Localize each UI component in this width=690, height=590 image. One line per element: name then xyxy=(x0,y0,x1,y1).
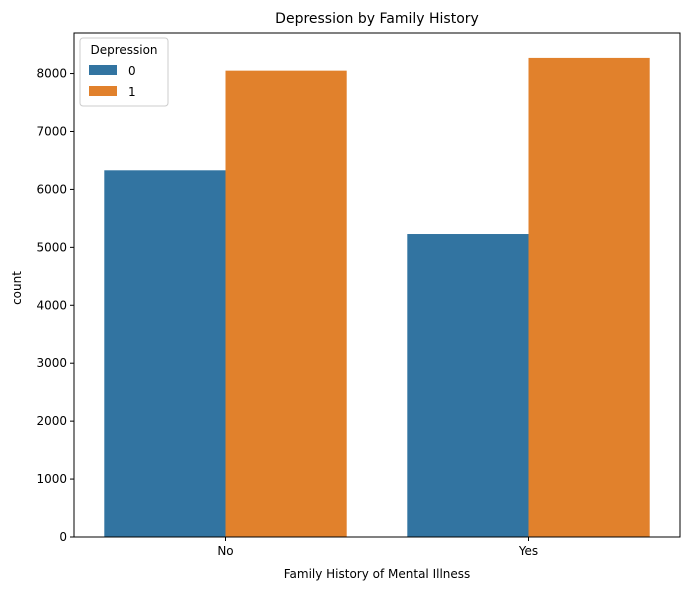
x-axis-label: Family History of Mental Illness xyxy=(284,567,471,581)
bar-no-series-0 xyxy=(104,170,226,537)
plot-frame xyxy=(73,32,681,538)
y-tick-label: 7000 xyxy=(36,124,67,138)
y-tick-label: 8000 xyxy=(36,67,67,81)
y-axis-label: count xyxy=(10,271,24,305)
bar-yes-series-1 xyxy=(528,57,650,538)
x-axis-ticks: No Yes xyxy=(217,537,538,558)
legend: Depression 0 1 xyxy=(79,37,169,107)
y-axis-ticks: 0 1000 2000 3000 4000 5000 6000 7000 8000 xyxy=(36,67,74,544)
legend-swatch-0 xyxy=(89,65,117,75)
y-tick-label: 1000 xyxy=(36,472,67,486)
bars xyxy=(104,57,650,538)
x-tick-label: No xyxy=(217,544,233,558)
y-tick-label: 4000 xyxy=(36,298,67,312)
bar-yes-series-0 xyxy=(407,234,529,537)
y-tick-label: 2000 xyxy=(36,414,67,428)
bar-no-series-1 xyxy=(225,70,347,537)
legend-swatch-1 xyxy=(89,86,117,96)
y-tick-label: 0 xyxy=(59,530,67,544)
chart-title: Depression by Family History xyxy=(275,11,479,27)
y-tick-label: 5000 xyxy=(36,240,67,254)
legend-label-0: 0 xyxy=(128,64,136,78)
legend-title: Depression xyxy=(90,43,157,57)
y-tick-label: 3000 xyxy=(36,356,67,370)
x-tick-label: Yes xyxy=(518,544,538,558)
legend-label-1: 1 xyxy=(128,85,136,99)
y-tick-label: 6000 xyxy=(36,182,67,196)
